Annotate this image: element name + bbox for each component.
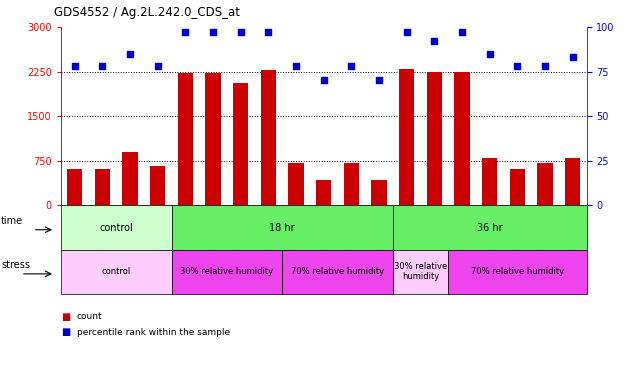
Bar [233, 83, 248, 205]
Text: 70% relative humidity: 70% relative humidity [470, 267, 564, 276]
Point [125, 51, 135, 57]
Point [319, 78, 329, 84]
Text: 36 hr: 36 hr [477, 222, 503, 233]
Bar [537, 162, 553, 205]
Point [263, 29, 274, 35]
Point [374, 78, 384, 84]
Bar [344, 162, 359, 205]
Bar [205, 73, 221, 205]
Bar [261, 70, 276, 205]
Bar [482, 158, 497, 205]
Text: 70% relative humidity: 70% relative humidity [291, 267, 384, 276]
Point [70, 63, 80, 69]
Bar [510, 169, 525, 205]
Bar [178, 73, 193, 205]
Point [540, 63, 550, 69]
Text: ■: ■ [61, 327, 70, 337]
Text: GDS4552 / Ag.2L.242.0_CDS_at: GDS4552 / Ag.2L.242.0_CDS_at [54, 6, 240, 19]
Bar [454, 71, 470, 205]
Text: ■: ■ [61, 312, 70, 322]
Point [291, 63, 301, 69]
Point [512, 63, 522, 69]
Bar [316, 180, 331, 205]
Bar [67, 169, 82, 205]
Text: control: control [101, 267, 131, 276]
Text: 30% relative humidity: 30% relative humidity [180, 267, 274, 276]
Bar [95, 169, 110, 205]
Text: percentile rank within the sample: percentile rank within the sample [77, 328, 230, 337]
Bar [399, 68, 414, 205]
Bar [122, 152, 138, 205]
Point [346, 63, 356, 69]
Point [208, 29, 218, 35]
Point [401, 29, 412, 35]
Text: count: count [77, 312, 103, 321]
Bar [371, 180, 387, 205]
Text: 30% relative
humidity: 30% relative humidity [394, 262, 447, 281]
Bar [150, 166, 165, 205]
Point [567, 54, 578, 60]
Point [429, 38, 440, 44]
Bar [288, 162, 304, 205]
Text: 18 hr: 18 hr [269, 222, 295, 233]
Text: time: time [1, 216, 23, 226]
Bar [427, 71, 442, 205]
Point [236, 29, 246, 35]
Bar [565, 158, 580, 205]
Point [153, 63, 163, 69]
Point [97, 63, 108, 69]
Text: control: control [99, 222, 133, 233]
Point [180, 29, 190, 35]
Point [485, 51, 495, 57]
Point [457, 29, 467, 35]
Text: stress: stress [1, 260, 30, 270]
